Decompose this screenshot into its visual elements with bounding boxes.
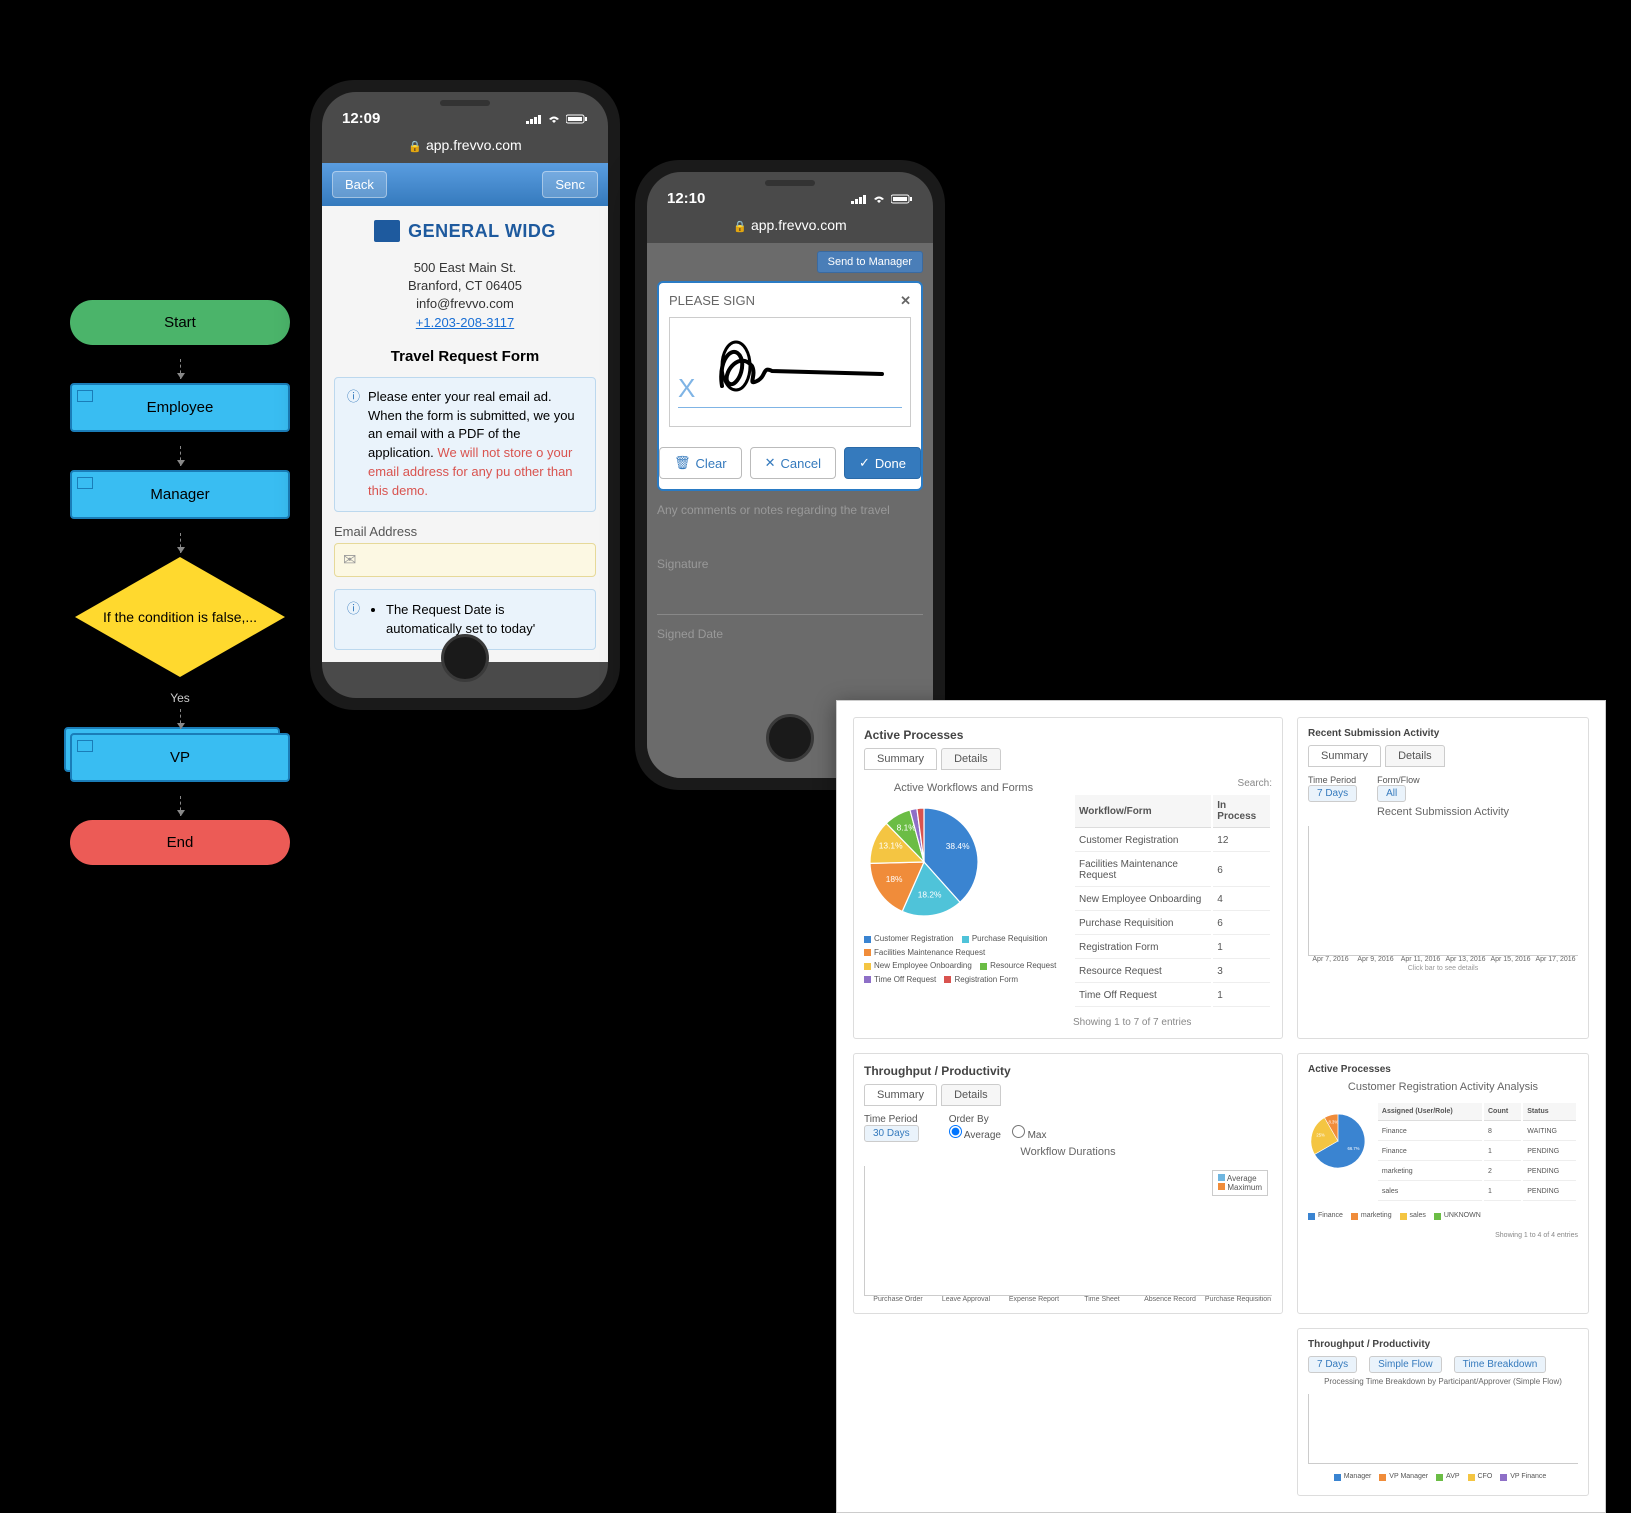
table-row[interactable]: sales1PENDING <box>1378 1183 1576 1201</box>
pie-legend: Customer Registration Purchase Requisiti… <box>864 933 1063 987</box>
tab-details[interactable]: Details <box>941 748 1001 770</box>
analytics-dashboard: Active Processes Summary Details Active … <box>836 700 1606 1513</box>
form-flow-select[interactable]: All <box>1377 785 1406 802</box>
send-button[interactable]: Senc <box>542 171 598 198</box>
check-icon: ✓ <box>859 455 870 471</box>
flow-manager[interactable]: Manager <box>70 470 290 519</box>
email-input[interactable]: ✉ <box>334 543 596 577</box>
time-period-select[interactable]: 30 Days <box>864 1125 919 1142</box>
home-button[interactable] <box>766 714 814 762</box>
table-row[interactable]: Registration Form1 <box>1075 937 1270 959</box>
status-bar: 12:10 <box>647 172 933 211</box>
address-bar[interactable]: 🔒app.frevvo.com <box>647 211 933 243</box>
flow-yes-label: Yes <box>50 691 310 705</box>
comments-placeholder: Any comments or notes regarding the trav… <box>657 503 923 517</box>
form-toolbar: Back Senc <box>322 163 608 206</box>
lock-icon: 🔒 <box>733 221 747 233</box>
battery-icon <box>566 114 588 124</box>
svg-text:8.3%: 8.3% <box>1329 1120 1339 1125</box>
email-label: Email Address <box>334 524 596 539</box>
flow-start: Start <box>70 300 290 345</box>
table-row[interactable]: Finance1PENDING <box>1378 1143 1576 1161</box>
analysis-pie: 66.7% 25% 8.3% <box>1308 1101 1368 1181</box>
phone-travel-form: 12:09 🔒app.frevvo.com Back Senc GENERAL … <box>310 80 620 710</box>
info-box: ⓘ Please enter your real email ad. When … <box>334 377 596 512</box>
tab-details[interactable]: Details <box>1385 745 1445 767</box>
time-period-select[interactable]: 7 Days <box>1308 785 1357 802</box>
trash-icon: 🗑 <box>674 455 691 471</box>
form-title: Travel Request Form <box>334 348 596 365</box>
svg-text:38.4%: 38.4% <box>946 841 970 851</box>
process-table: Workflow/FormIn Process Customer Registr… <box>1073 793 1272 1009</box>
analysis-table: Assigned (User/Role)CountStatus Finance8… <box>1376 1101 1578 1203</box>
active-analysis-panel: Active Processes Customer Registration A… <box>1297 1053 1589 1314</box>
svg-text:18%: 18% <box>886 874 903 884</box>
phone-signature: 12:10 🔒app.frevvo.com Send to Manager PL… <box>635 160 945 790</box>
back-button[interactable]: Back <box>332 171 387 198</box>
table-row[interactable]: marketing2PENDING <box>1378 1163 1576 1181</box>
done-button[interactable]: ✓Done <box>844 447 921 479</box>
cancel-button[interactable]: ✕Cancel <box>750 447 836 479</box>
wifi-icon <box>871 194 887 204</box>
signature-stroke <box>712 336 892 406</box>
svg-text:13.1%: 13.1% <box>879 840 903 850</box>
signature-canvas[interactable]: X <box>669 317 911 427</box>
table-row[interactable]: Facilities Maintenance Request6 <box>1075 854 1270 887</box>
status-bar: 12:09 <box>322 92 608 131</box>
clear-button[interactable]: 🗑Clear <box>659 447 742 479</box>
throughput-breakdown-panel: Throughput / Productivity 7 Days Simple … <box>1297 1328 1589 1496</box>
x-icon: ✕ <box>765 455 776 471</box>
order-max-radio[interactable]: Max <box>1012 1130 1047 1141</box>
tab-details[interactable]: Details <box>941 1084 1001 1106</box>
tab-summary[interactable]: Summary <box>864 1084 937 1106</box>
throughput-panel: Throughput / Productivity Summary Detail… <box>853 1053 1283 1314</box>
flow-condition[interactable]: If the condition is false,... <box>75 557 285 677</box>
signed-date-label: Signed Date <box>657 627 923 641</box>
flow-end: End <box>70 820 290 865</box>
flow-employee[interactable]: Employee <box>70 383 290 432</box>
workflow-flowchart: Start Employee Manager If the condition … <box>50 300 310 879</box>
phone-link[interactable]: +1.203-208-3117 <box>416 315 514 330</box>
company-logo-icon <box>374 220 400 242</box>
wifi-icon <box>546 114 562 124</box>
active-processes-panel: Active Processes Summary Details Active … <box>853 717 1283 1039</box>
battery-icon <box>891 194 913 204</box>
info-icon: ⓘ <box>347 388 360 501</box>
tab-summary[interactable]: Summary <box>1308 745 1381 767</box>
info-icon: ⓘ <box>347 600 360 639</box>
table-row[interactable]: Purchase Requisition6 <box>1075 913 1270 935</box>
signature-label: Signature <box>657 557 923 571</box>
svg-text:18.2%: 18.2% <box>918 890 942 900</box>
tab-summary[interactable]: Summary <box>864 748 937 770</box>
recent-activity-chart <box>1308 826 1578 956</box>
recent-activity-panel: Recent Submission Activity Summary Detai… <box>1297 717 1589 1039</box>
modal-title: PLEASE SIGN <box>669 293 755 309</box>
table-row[interactable]: Resource Request3 <box>1075 961 1270 983</box>
table-row[interactable]: Time Off Request1 <box>1075 985 1270 1007</box>
send-to-manager-button[interactable]: Send to Manager <box>817 251 923 273</box>
table-row[interactable]: Finance8WAITING <box>1378 1123 1576 1141</box>
active-processes-pie: 38.4%18.2%18%13.1%8.1% <box>864 802 984 922</box>
table-row[interactable]: New Employee Onboarding4 <box>1075 889 1270 911</box>
svg-text:25%: 25% <box>1316 1132 1325 1137</box>
lock-icon: 🔒 <box>408 141 422 153</box>
company-header: GENERAL WIDG 500 East Main St. Branford,… <box>334 220 596 332</box>
close-icon[interactable]: ✕ <box>900 293 911 309</box>
throughput-chart: Average Maximum <box>864 1166 1272 1296</box>
mail-icon: ✉ <box>343 550 356 570</box>
address-bar[interactable]: 🔒app.frevvo.com <box>322 131 608 163</box>
svg-text:66.7%: 66.7% <box>1348 1146 1360 1151</box>
status-icons <box>526 114 588 124</box>
breakdown-chart <box>1308 1394 1578 1464</box>
home-button[interactable] <box>441 634 489 682</box>
order-avg-radio[interactable]: Average <box>949 1130 1001 1141</box>
signature-modal: PLEASE SIGN ✕ X 🗑Clear ✕Cancel ✓Done <box>657 281 923 491</box>
table-row[interactable]: Customer Registration12 <box>1075 830 1270 852</box>
flow-vp[interactable]: VP <box>70 733 290 782</box>
